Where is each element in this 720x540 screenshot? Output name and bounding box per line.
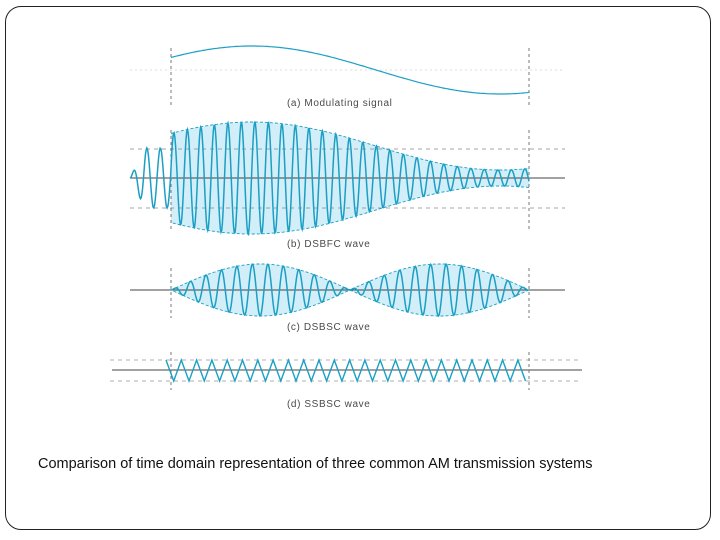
panel-dsbsc: (c) DSBSC wave: [130, 262, 565, 333]
caption-a: (a) Modulating signal: [287, 98, 392, 109]
panel-ssbsc: (d) SSBSC wave: [110, 352, 582, 410]
slide-frame: [5, 6, 711, 530]
panel-dsbfc: (b) DSBFC wave: [129, 120, 565, 250]
dsbfc-carrier-trace: [129, 120, 530, 237]
caption-d: (d) SSBSC wave: [287, 399, 370, 410]
caption-c: (c) DSBSC wave: [287, 322, 370, 333]
modulating-signal-trace: [170, 45, 530, 95]
ssbsc-trace: [165, 357, 527, 384]
caption-b: (b) DSBFC wave: [287, 239, 370, 250]
dsbsc-carrier-trace: [170, 262, 529, 318]
slide-caption: Comparison of time domain representation…: [38, 456, 593, 472]
panel-modulating-signal: (a) Modulating signal: [130, 45, 565, 109]
